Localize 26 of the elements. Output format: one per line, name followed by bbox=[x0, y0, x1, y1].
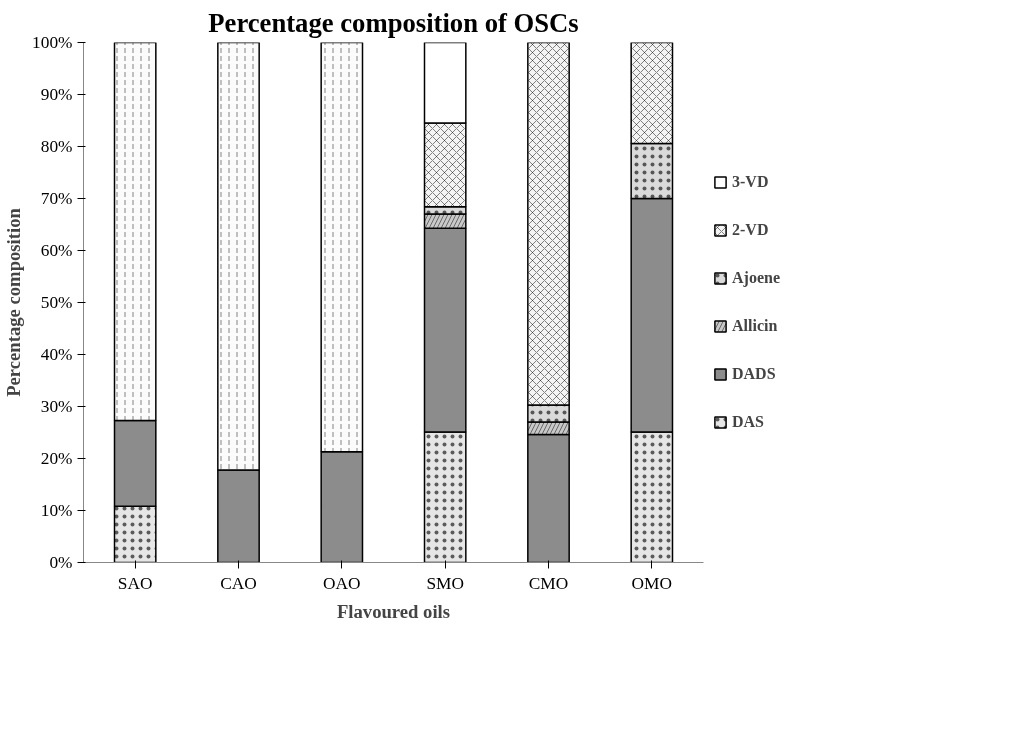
y-tick-label: 20% bbox=[40, 449, 73, 468]
legend-label: Allicin bbox=[732, 317, 778, 335]
y-tick-label: 10% bbox=[40, 501, 73, 520]
y-tick-label: 50% bbox=[40, 293, 73, 312]
y-tick-label: 30% bbox=[40, 397, 73, 416]
x-tick-label: OAO bbox=[323, 573, 361, 593]
legend-label: Ajoene bbox=[732, 269, 780, 287]
y-axis-title: Percentage composition bbox=[3, 207, 25, 397]
chart-title: Percentage composition of OSCs bbox=[208, 7, 579, 38]
x-tick-label: SMO bbox=[426, 573, 464, 593]
x-axis-title: Flavoured oils bbox=[336, 600, 451, 622]
legend-label: DAS bbox=[732, 413, 765, 431]
y-tick-label: 70% bbox=[40, 189, 73, 208]
legend-label: 2-VD bbox=[732, 221, 769, 239]
legend-label: 3-VD bbox=[732, 173, 769, 191]
y-tick-label: 60% bbox=[40, 241, 73, 260]
x-tick-label: SAO bbox=[117, 573, 153, 593]
y-tick-label: 80% bbox=[40, 137, 73, 156]
legend-label: DADS bbox=[732, 365, 776, 383]
x-tick-label: OMO bbox=[631, 573, 673, 593]
y-tick-label: 100% bbox=[32, 33, 73, 52]
y-tick-label: 0% bbox=[49, 553, 73, 572]
y-tick-label: 90% bbox=[40, 85, 73, 104]
x-tick-label: CAO bbox=[220, 573, 257, 593]
y-tick-label: 40% bbox=[40, 345, 73, 364]
x-tick-label: CMO bbox=[528, 573, 569, 593]
